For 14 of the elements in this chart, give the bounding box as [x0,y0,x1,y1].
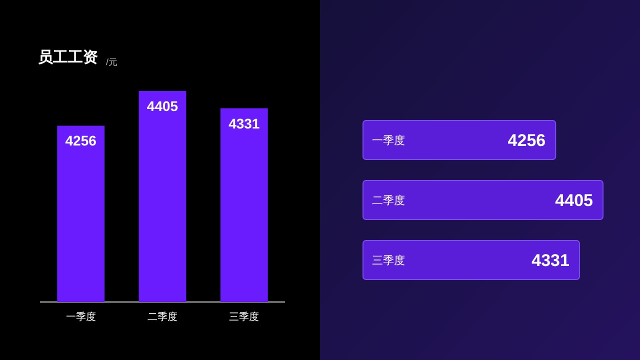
y-tick-label: 三季度 [372,254,405,267]
data-label: 4256 [65,132,97,149]
x-tick-label: 二季度 [148,311,178,323]
chart-title: 员工工资 [38,49,98,66]
data-label: 4331 [532,251,570,270]
data-label: 4256 [508,131,546,150]
data-label: 4405 [146,98,178,114]
y-tick-label: 二季度 [372,194,405,207]
chart-subtitle: /元 [106,57,118,67]
data-label: 4405 [555,191,593,210]
data-label: 4331 [228,115,260,132]
y-tick-label: 一季度 [372,134,405,147]
x-tick-label: 三季度 [229,311,260,323]
x-tick-label: 一季度 [66,311,96,323]
